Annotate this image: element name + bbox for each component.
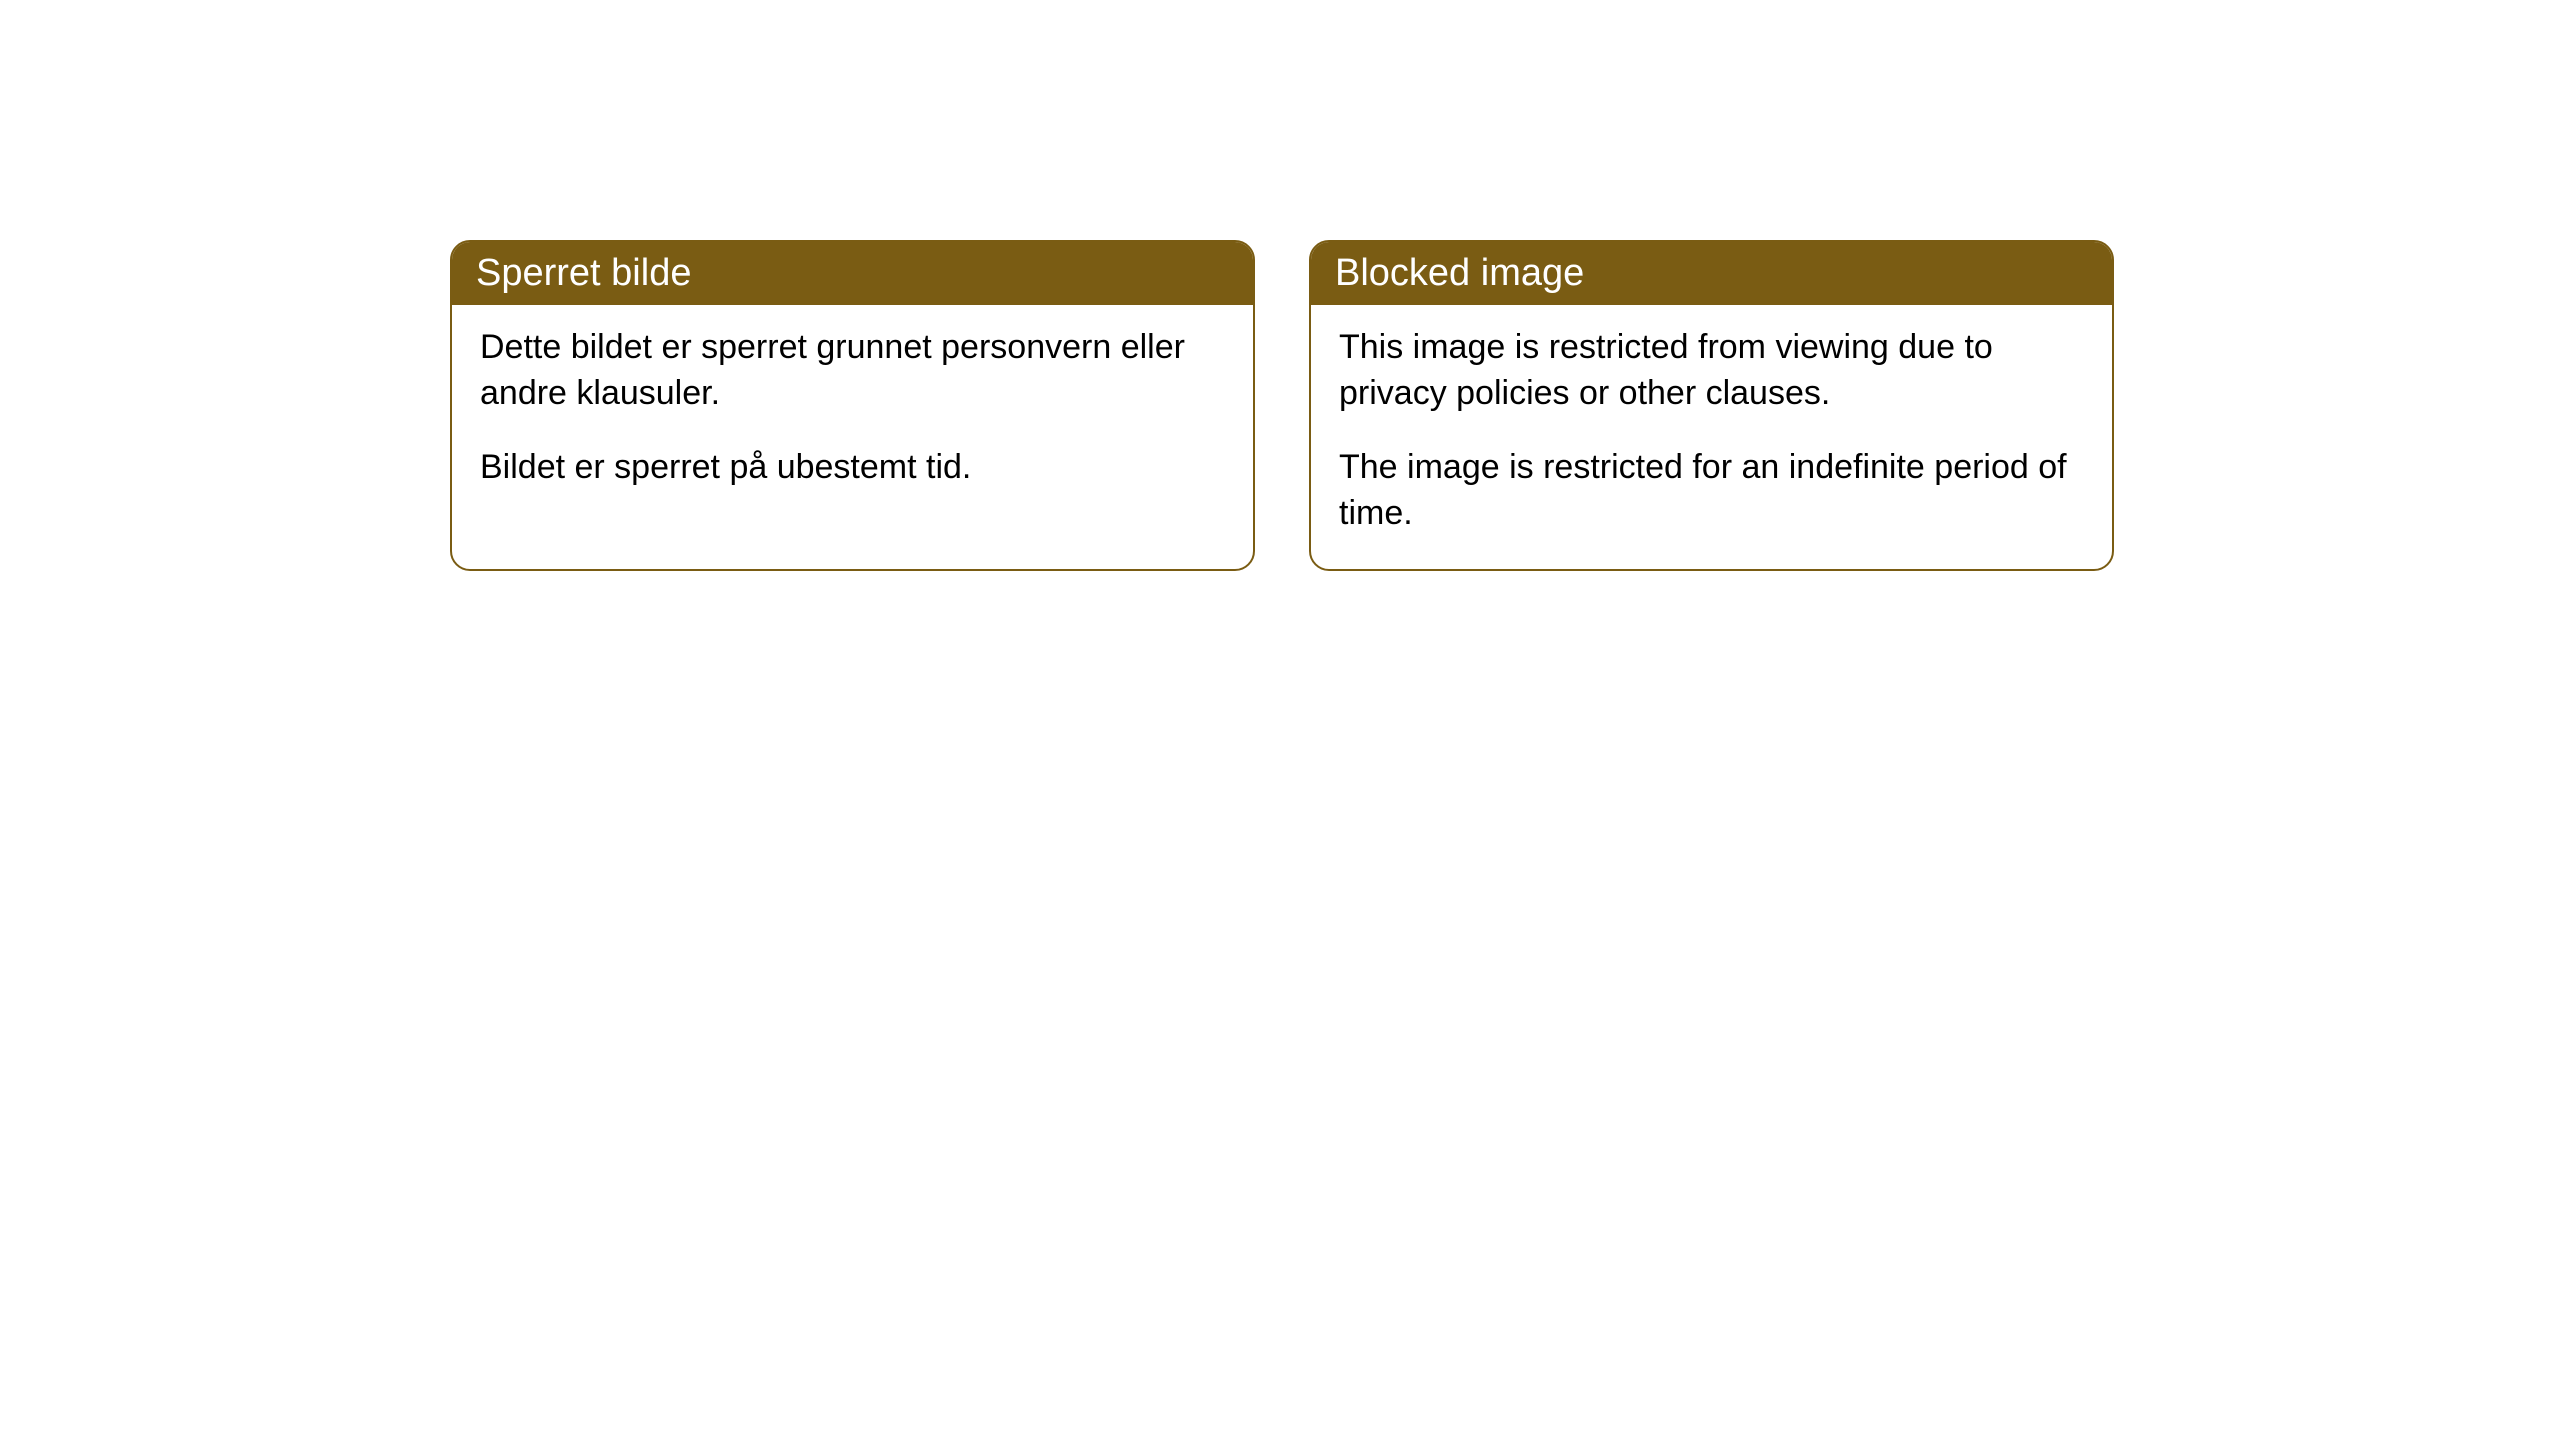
card-paragraph: Bildet er sperret på ubestemt tid. xyxy=(480,445,1225,491)
notice-cards-container: Sperret bilde Dette bildet er sperret gr… xyxy=(0,0,2560,571)
card-body: This image is restricted from viewing du… xyxy=(1311,305,2112,569)
notice-card-english: Blocked image This image is restricted f… xyxy=(1309,240,2114,571)
card-paragraph: Dette bildet er sperret grunnet personve… xyxy=(480,325,1225,417)
card-header: Blocked image xyxy=(1311,242,2112,305)
card-paragraph: The image is restricted for an indefinit… xyxy=(1339,445,2084,537)
card-header: Sperret bilde xyxy=(452,242,1253,305)
notice-card-norwegian: Sperret bilde Dette bildet er sperret gr… xyxy=(450,240,1255,571)
card-body: Dette bildet er sperret grunnet personve… xyxy=(452,305,1253,523)
card-paragraph: This image is restricted from viewing du… xyxy=(1339,325,2084,417)
card-title: Sperret bilde xyxy=(476,252,691,294)
card-title: Blocked image xyxy=(1335,252,1584,294)
